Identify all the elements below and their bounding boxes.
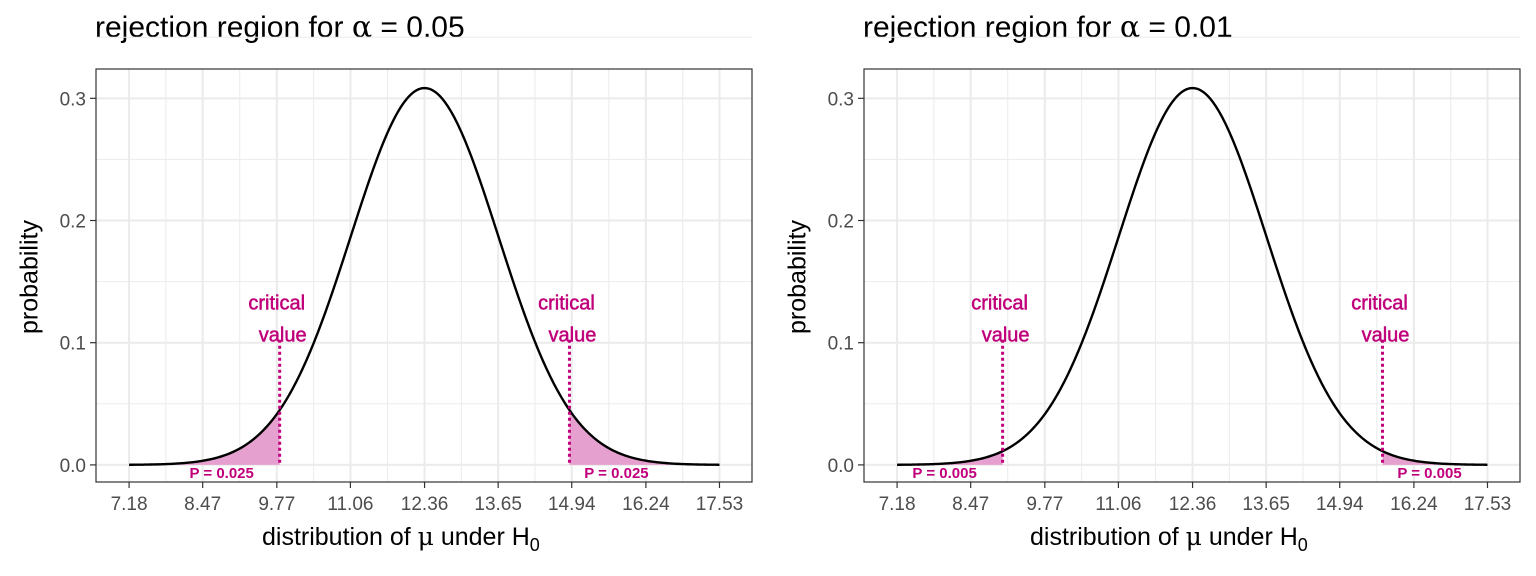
y-tick-label: 0.1 [828, 334, 854, 355]
chart-title: rejection region for α = 0.01 [863, 10, 1233, 45]
x-tick-label: 16.24 [622, 494, 670, 515]
x-axis-label: distribution of μ under H0 [1030, 522, 1308, 555]
y-tick-label: 0.3 [60, 89, 86, 110]
y-tick-label: 0.1 [60, 334, 86, 355]
x-tick-label: 11.06 [1095, 494, 1141, 515]
value-label-left: value [259, 325, 307, 347]
y-tick-label: 0.3 [828, 89, 854, 110]
x-tick-label: 7.18 [879, 494, 916, 515]
x-tick-label: 12.36 [401, 494, 449, 515]
x-tick-label: 17.53 [696, 494, 744, 515]
x-tick-label: 8.47 [184, 494, 221, 515]
right-rejection-region [1382, 451, 1488, 465]
x-tick-label: 13.65 [1242, 494, 1290, 515]
x-tick-label: 9.77 [1026, 494, 1063, 515]
y-tick-label: 0.0 [60, 456, 86, 477]
critical-label-left: critical [248, 293, 305, 315]
chart-panel-alpha-01: rejection region for α = 0.01 critical va… [768, 0, 1536, 576]
x-tick-label: 12.36 [1169, 494, 1217, 515]
y-axis-label: probability [15, 220, 44, 334]
x-tick-label: 14.94 [548, 494, 596, 515]
y-tick-label: 0.2 [60, 212, 86, 233]
tail-probability-label-right: P = 0.025 [584, 465, 648, 482]
x-tick-label: 14.94 [1316, 494, 1364, 515]
tail-probability-label-left: P = 0.025 [189, 465, 253, 482]
critical-label-right: critical [1351, 293, 1408, 315]
tail-probability-label-right: P = 0.005 [1397, 465, 1461, 482]
x-axis-label: distribution of μ under H0 [262, 522, 540, 555]
x-tick-label: 13.65 [474, 494, 522, 515]
right-rejection-region [569, 410, 720, 465]
density-curve [897, 86, 1488, 466]
critical-label-left: critical [971, 293, 1028, 315]
y-axis-label: probability [783, 220, 812, 334]
left-rejection-region [129, 410, 280, 465]
value-label-right: value [549, 325, 597, 347]
x-tick-label: 16.24 [1390, 494, 1438, 515]
density-curve [129, 86, 720, 466]
x-tick-label: 8.47 [952, 494, 989, 515]
left-rejection-region [897, 451, 1003, 465]
chart-title: rejection region for α = 0.05 [95, 10, 465, 45]
x-tick-label: 9.77 [258, 494, 295, 515]
x-tick-label: 7.18 [111, 494, 148, 515]
chart-plot: critical value P = 0.005 critical value P = 0… [828, 36, 1521, 515]
critical-label-right: critical [538, 293, 595, 315]
tail-probability-label-left: P = 0.005 [912, 465, 976, 482]
value-label-left: value [982, 325, 1030, 347]
chart-panel-alpha-05: rejection region for α = 0.05 critical va… [15, 10, 753, 555]
y-tick-label: 0.0 [828, 456, 854, 477]
value-label-right: value [1362, 325, 1410, 347]
y-tick-label: 0.2 [828, 212, 854, 233]
x-tick-label: 17.53 [1464, 494, 1512, 515]
chart-plot: critical value P = 0.025 critical value P = 0… [60, 36, 753, 515]
x-tick-label: 11.06 [327, 494, 373, 515]
